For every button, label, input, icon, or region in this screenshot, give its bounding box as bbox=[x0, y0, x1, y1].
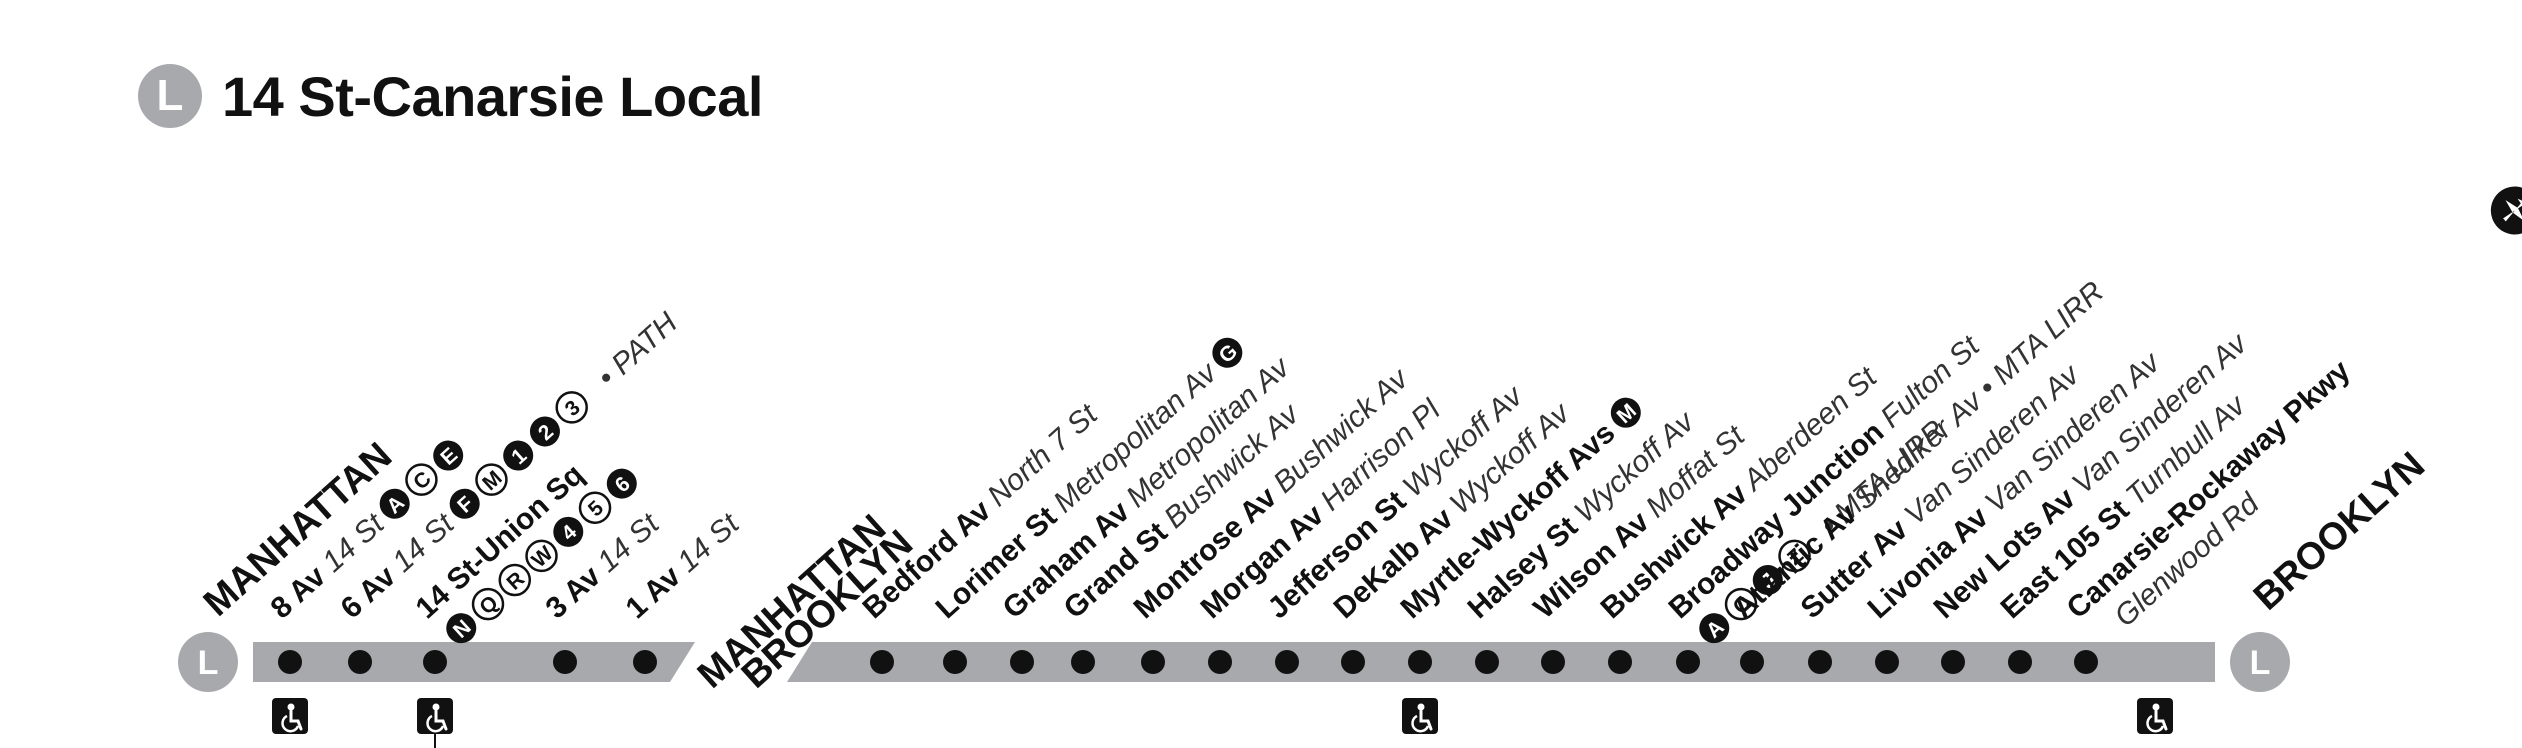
brooklyn-segment bbox=[787, 642, 2215, 682]
airplane-icon bbox=[2490, 186, 2522, 235]
terminal-bullet-west-icon: L bbox=[178, 632, 238, 692]
wheelchair-icon bbox=[272, 698, 308, 734]
line-header: L 14 St-Canarsie Local bbox=[138, 64, 763, 128]
station-dot bbox=[423, 650, 447, 674]
transfer-route-N-icon: N bbox=[446, 613, 477, 644]
station-dot bbox=[1141, 650, 1165, 674]
transfer-route-A-icon: A bbox=[1699, 613, 1730, 644]
station-dot bbox=[2074, 650, 2098, 674]
station-dot bbox=[943, 650, 967, 674]
borough-label-brooklyn: BROOKLYN bbox=[2246, 444, 2433, 618]
transfer-route-M-icon: M bbox=[1610, 397, 1641, 428]
station-dot bbox=[633, 650, 657, 674]
transfer-route-W-icon: W bbox=[525, 539, 558, 572]
transfer-route-C-icon: C bbox=[1724, 587, 1758, 621]
station-dot bbox=[1275, 650, 1299, 674]
station-dot bbox=[1071, 650, 1095, 674]
station-dot bbox=[1475, 650, 1499, 674]
station-note: • PATH bbox=[591, 306, 683, 394]
transfer-route-2-icon: 2 bbox=[529, 416, 560, 447]
station-dot bbox=[348, 650, 372, 674]
transfer-route-1-icon: 1 bbox=[503, 440, 534, 471]
station-dot bbox=[2008, 650, 2032, 674]
transfer-route-A-icon: A bbox=[379, 488, 410, 519]
station-dots bbox=[278, 650, 2098, 674]
transfer-route-E-icon: E bbox=[433, 440, 464, 471]
transfer-route-G-icon: G bbox=[1212, 337, 1243, 368]
station-dot bbox=[1010, 650, 1034, 674]
transfer-route-C-icon: C bbox=[405, 463, 438, 496]
station-dot bbox=[1541, 650, 1565, 674]
svg-text:L: L bbox=[198, 644, 219, 682]
transfer-route-4-icon: 4 bbox=[553, 516, 584, 547]
station-dot bbox=[1808, 650, 1832, 674]
transfer-route-M-icon: M bbox=[475, 463, 508, 496]
manhattan-segment bbox=[253, 642, 695, 682]
wheelchair-icon bbox=[2137, 698, 2173, 734]
terminal-bullet-east-icon: L bbox=[2230, 632, 2290, 692]
transfer-route-J-icon: J bbox=[1752, 564, 1783, 595]
station-dot bbox=[1941, 650, 1965, 674]
line-bullet-icon: L bbox=[138, 64, 202, 128]
transfer-route-6-icon: 6 bbox=[606, 468, 637, 499]
line-title: 14 St-Canarsie Local bbox=[222, 64, 763, 128]
station-dot bbox=[553, 650, 577, 674]
accessibility-icons bbox=[272, 698, 2173, 748]
station-dot bbox=[1740, 650, 1764, 674]
transfer-route-5-icon: 5 bbox=[578, 491, 612, 524]
station-dot bbox=[1208, 650, 1232, 674]
station-cross-street: 14 St bbox=[665, 506, 747, 584]
station-dot bbox=[1341, 650, 1365, 674]
transfer-bullets: ACE bbox=[379, 440, 464, 519]
station-dot bbox=[870, 650, 894, 674]
transfer-route-Z-icon: Z bbox=[1778, 539, 1811, 573]
station-dot bbox=[278, 650, 302, 674]
svg-text:L: L bbox=[2250, 644, 2271, 682]
transfer-bullets: G bbox=[1212, 337, 1243, 368]
wheelchair-icon bbox=[417, 698, 453, 734]
transfer-route-R-icon: R bbox=[498, 563, 532, 597]
station-dot bbox=[1875, 650, 1899, 674]
station-dot bbox=[1408, 650, 1432, 674]
transfer-route-3-icon: 3 bbox=[555, 391, 588, 424]
transfer-bullets: M bbox=[1610, 397, 1641, 428]
wheelchair-icon bbox=[1402, 698, 1438, 734]
station-dot bbox=[1608, 650, 1632, 674]
transfer-route-Q-icon: Q bbox=[471, 587, 505, 621]
transfer-route-F-icon: F bbox=[449, 488, 480, 519]
station-dot bbox=[1676, 650, 1700, 674]
